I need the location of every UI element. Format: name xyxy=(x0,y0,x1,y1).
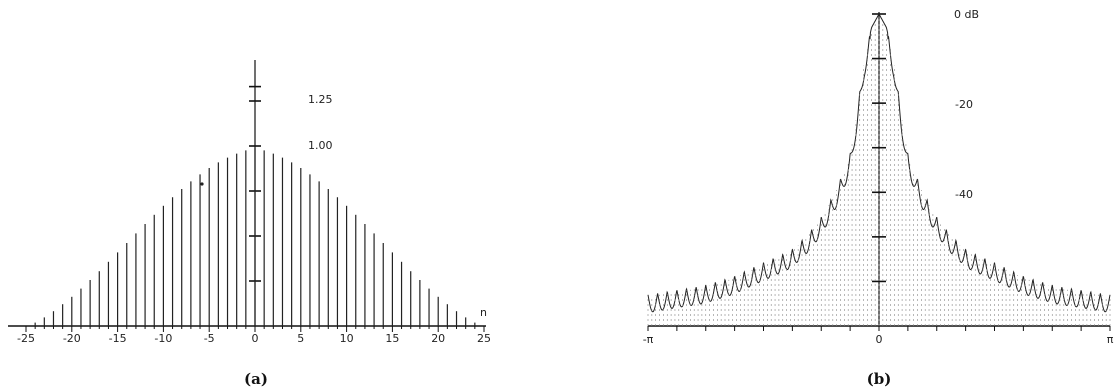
chart-b-y-tick-label-3: -40 xyxy=(955,188,973,201)
chart-a-caption: (a) xyxy=(244,370,268,388)
chart-a-x-tick-label: 20 xyxy=(431,332,445,345)
chart-b-caption: (b) xyxy=(867,370,892,388)
chart-a: -25 -20 -15 -10 -5 0 5 10 15 20 25 n 1.25 1.00 (a) xyxy=(8,60,491,388)
chart-a-stray-mark xyxy=(200,182,204,186)
chart-a-x-tick-label: -20 xyxy=(63,332,81,345)
chart-a-x-tick-label: 15 xyxy=(385,332,399,345)
chart-b: -π 0 π 0 dB -20 -40 (b) xyxy=(643,8,1114,388)
chart-a-x-tick-label: 0 xyxy=(252,332,259,345)
chart-b-spectrum-line xyxy=(647,12,1111,313)
chart-a-y-tick-label-1: 1.25 xyxy=(308,93,333,106)
chart-a-x-tick-label: -10 xyxy=(154,332,172,345)
chart-a-x-label: n xyxy=(480,306,487,319)
chart-a-x-tick-label: 10 xyxy=(340,332,354,345)
chart-b-x-tick-label: 0 xyxy=(876,333,883,346)
chart-b-y-tick-label-2: -20 xyxy=(955,98,973,111)
chart-a-x-tick-label: 5 xyxy=(297,332,304,345)
chart-a-y-tick-label-2: 1.00 xyxy=(308,139,333,152)
chart-a-x-tick-label: 25 xyxy=(477,332,491,345)
chart-b-y-tick-label-1: 0 dB xyxy=(954,8,979,21)
chart-a-x-tick-label: -25 xyxy=(17,332,35,345)
chart-a-x-tick-label: -5 xyxy=(204,332,215,345)
chart-b-x-tick-label: π xyxy=(1107,333,1114,346)
chart-b-x-tick-label: -π xyxy=(643,333,654,346)
chart-a-x-tick-label: -15 xyxy=(109,332,127,345)
